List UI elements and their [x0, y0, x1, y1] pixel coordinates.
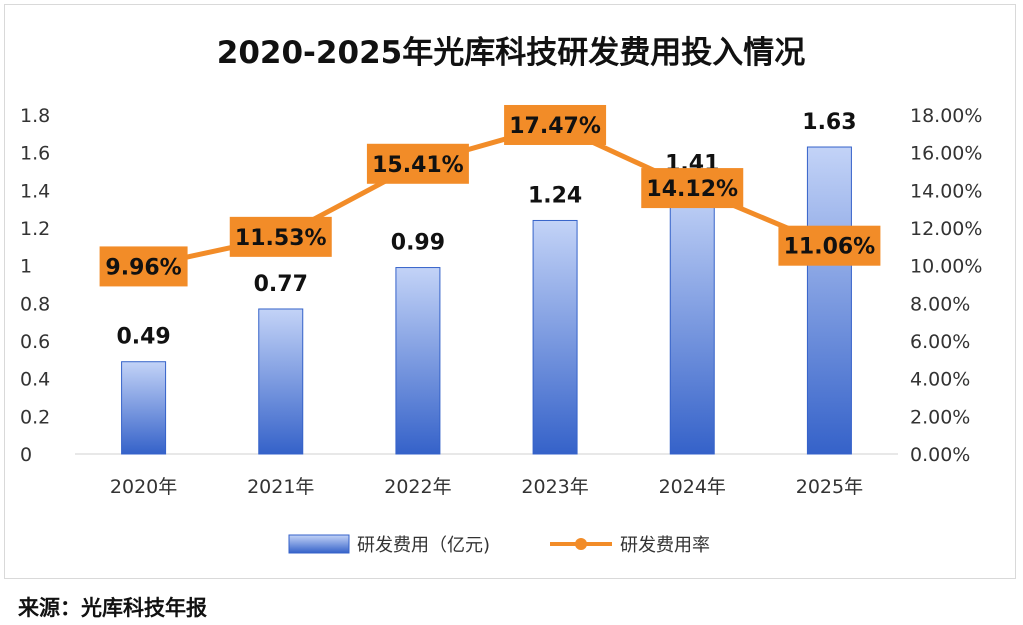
chart-svg: 2020-2025年光库科技研发费用投入情况 0 0.2 0.4 0.6 0.8 1 1.2…: [20, 35, 982, 556]
left-tick-label: 1: [20, 256, 32, 278]
legend-bar-swatch: [288, 534, 350, 554]
left-tick-label: 0.8: [20, 293, 50, 315]
legend: 研发费用（亿元) 研发费用率: [288, 534, 710, 556]
bar: [121, 361, 167, 455]
bar: [258, 308, 304, 455]
bar: [669, 187, 715, 455]
bar-value-label: 0.99: [391, 231, 445, 256]
right-tick-label: 10.00%: [910, 256, 982, 278]
legend-line-marker: [575, 538, 587, 550]
right-tick-label: 8.00%: [910, 293, 970, 315]
x-tick-label: 2022年: [384, 476, 451, 498]
bar-value-label: 0.77: [254, 272, 308, 297]
left-tick-label: 1.8: [20, 105, 50, 127]
left-tick-label: 1.6: [20, 143, 50, 165]
rate-label-box: [229, 216, 332, 257]
rate-label-box: [366, 143, 469, 184]
left-tick-label: 0.2: [20, 406, 50, 428]
x-tick-label: 2021年: [247, 476, 314, 498]
x-tick-label: 2020年: [110, 476, 177, 498]
rate-label-box: [99, 246, 188, 287]
rate-label: 9.96%: [105, 255, 181, 280]
right-tick-label: 16.00%: [910, 143, 982, 165]
x-axis-ticks: 2020年 2021年 2022年 2023年 2024年 2025年: [110, 476, 863, 498]
x-tick-label: 2025年: [796, 476, 863, 498]
rate-label-box: [641, 168, 744, 209]
rate-label: 14.12%: [646, 177, 738, 202]
chart-frame: 2020-2025年光库科技研发费用投入情况 0 0.2 0.4 0.6 0.8 1 1.2…: [4, 4, 1016, 579]
rate-label: 15.41%: [372, 153, 464, 178]
right-tick-label: 6.00%: [910, 331, 970, 353]
bar: [532, 219, 578, 455]
rate-label: 11.06%: [784, 235, 876, 260]
bar-series: [121, 146, 852, 455]
right-tick-label: 12.00%: [910, 218, 982, 240]
bar-value-label: 1.24: [528, 183, 582, 208]
right-axis-ticks: 0.00% 2.00% 4.00% 6.00% 8.00% 10.00% 12.00% 14.…: [910, 105, 982, 466]
right-tick-label: 2.00%: [910, 406, 970, 428]
left-tick-label: 0: [20, 444, 32, 466]
left-tick-label: 0.4: [20, 369, 50, 391]
legend-line-label: 研发费用率: [620, 535, 710, 556]
source-note: 来源：光库科技年报: [18, 596, 207, 620]
right-tick-label: 14.00%: [910, 180, 982, 202]
bar: [395, 267, 441, 455]
rate-label-box: [778, 225, 881, 266]
rate-label: 11.53%: [235, 226, 327, 251]
chart-title: 2020-2025年光库科技研发费用投入情况: [217, 35, 805, 71]
line-value-labels: 9.96% 11.53% 15.41% 17.47% 14.12% 11.06%: [99, 104, 881, 287]
rate-label-box: [504, 104, 607, 145]
left-axis-ticks: 0 0.2 0.4 0.6 0.8 1 1.2 1.4 1.6 1.8: [20, 105, 50, 466]
left-tick-label: 1.2: [20, 218, 50, 240]
x-tick-label: 2024年: [659, 476, 726, 498]
right-tick-label: 18.00%: [910, 105, 982, 127]
right-tick-label: 0.00%: [910, 444, 970, 466]
bar: [806, 146, 852, 455]
rate-label: 17.47%: [509, 114, 601, 139]
left-tick-label: 0.6: [20, 331, 50, 353]
bar-value-label: 1.63: [802, 110, 856, 135]
left-tick-label: 1.4: [20, 180, 50, 202]
bar-value-label: 0.49: [116, 325, 170, 350]
right-tick-label: 4.00%: [910, 369, 970, 391]
x-tick-label: 2023年: [521, 476, 588, 498]
legend-bar-label: 研发费用（亿元): [357, 535, 490, 556]
